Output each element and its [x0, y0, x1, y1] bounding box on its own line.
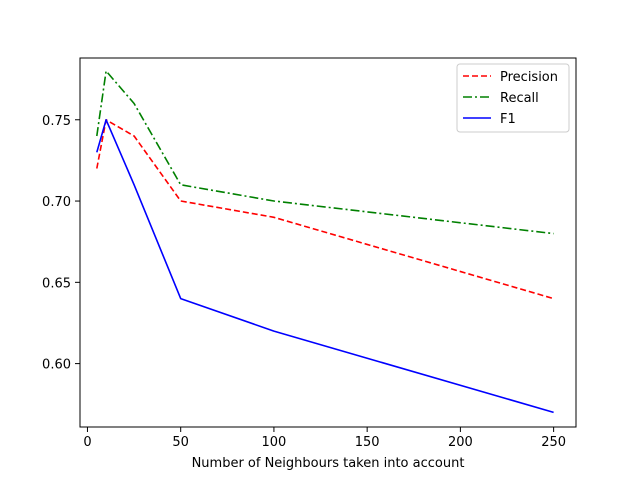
y-axis-ticks: 0.60 0.65 0.70 0.75: [42, 114, 80, 373]
legend-label-f1: F1: [500, 112, 516, 127]
y-tick-label: 0.65: [42, 276, 71, 291]
legend: Precision Recall F1: [456, 63, 570, 133]
legend-box: [456, 63, 570, 133]
x-tick-label: 50: [172, 435, 189, 450]
plot-frame: [79, 57, 577, 428]
series-layer: [96, 70, 554, 414]
series-line-precision: [96, 119, 554, 300]
x-tick-label: 100: [262, 435, 287, 450]
x-tick-label: 250: [541, 435, 566, 450]
x-tick-label: 200: [448, 435, 473, 450]
legend-label-recall: Recall: [500, 91, 539, 106]
x-axis-label: Number of Neighbours taken into account: [192, 456, 465, 471]
x-tick-label: 0: [83, 435, 91, 450]
x-axis-ticks: 0 50 100 150 200 250: [83, 427, 566, 450]
series-line-f1: [96, 119, 554, 414]
y-tick-label: 0.70: [42, 195, 71, 210]
legend-label-precision: Precision: [500, 70, 558, 85]
y-tick-label: 0.75: [42, 114, 71, 129]
series-line-recall: [96, 70, 554, 235]
x-tick-label: 150: [355, 435, 380, 450]
y-tick-label: 0.60: [42, 358, 71, 373]
